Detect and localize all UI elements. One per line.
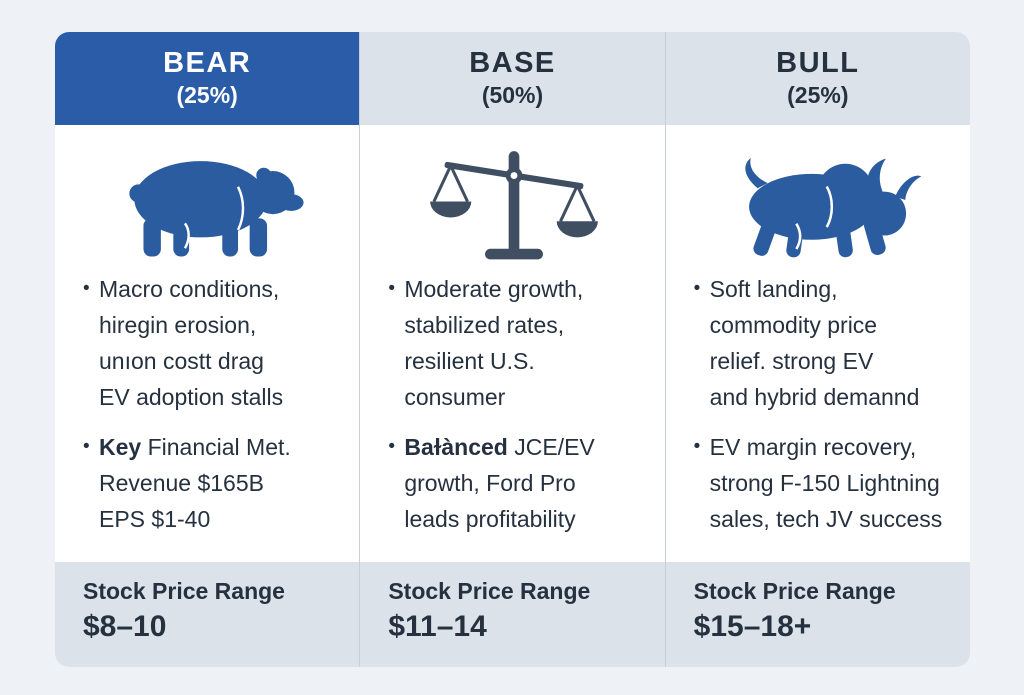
bullet-icon: • (693, 436, 701, 457)
list-item: • Macro conditions, hiregin erosion, unı… (83, 271, 349, 415)
bullet-line: commodity price (709, 312, 878, 338)
bear-header: BEAR (25%) (55, 32, 360, 125)
stock-price-range-value: $11–14 (388, 609, 487, 643)
stock-price-range-value: $15–18+ (693, 609, 812, 643)
bullet-icon: • (83, 436, 90, 457)
bullet-line: stabilized rates, (404, 312, 565, 338)
bull-title: BULL (776, 46, 860, 79)
bull-header: BULL (25%) (665, 32, 970, 125)
bullet-line: Moderate growth, (404, 276, 584, 302)
list-item: • Baɫànced JCE/EV growth, Ford Pro leads… (388, 429, 654, 537)
bullet-line: Revenue $165B (99, 470, 264, 496)
bullet-line: consumer (404, 384, 506, 410)
bullet-line: resilient U.S. (404, 348, 535, 374)
bullet-line: EV adoption stalls (99, 384, 284, 410)
list-item: • Key Financial Met. Revenue $165B EPS $… (83, 429, 349, 537)
bull-bullets: • Soft landing, commodity price relief. … (694, 271, 960, 537)
bullet-line: relief. strong EV (709, 348, 874, 374)
list-item: • Moderate growth, stabilized rates, res… (388, 271, 654, 415)
bear-bullets: • Macro conditions, hiregin erosion, unı… (83, 271, 349, 537)
base-title: BASE (469, 46, 556, 79)
bear-title: BEAR (163, 46, 252, 79)
bullet-icon: • (388, 436, 395, 457)
bear-probability: (25%) (176, 81, 238, 108)
base-body: • Moderate growth, stabilized rates, res… (360, 125, 665, 562)
stock-price-range-label: Stock Price Range (388, 578, 591, 604)
stock-price-range-value: $8–10 (83, 609, 167, 643)
bullet-icon: • (388, 278, 395, 299)
bullet-line: Key Financial Met. (99, 434, 291, 460)
base-probability: (50%) (481, 81, 544, 108)
base-footer: Stock Price Range $11–14 (360, 562, 665, 667)
bullet-line: growth, Ford Pro (404, 470, 576, 496)
bullet-icon: • (693, 278, 701, 299)
bear-icon (83, 139, 335, 267)
bullet-line: hiregin erosion, (99, 312, 257, 338)
bullet-line: sales, tech JV success (709, 506, 943, 532)
bullet-line: strong F-150 Lightning (709, 470, 940, 496)
bear-footer: Stock Price Range $8–10 (55, 562, 360, 667)
stock-price-range-label: Stock Price Range (693, 578, 896, 604)
bullet-line: Baɫànced JCE/EV (404, 434, 595, 460)
scales-icon (388, 139, 640, 267)
stock-price-range-label: Stock Price Range (83, 578, 285, 604)
bullet-line: leads profitability (404, 506, 576, 532)
bullet-line: EPS $1-40 (99, 506, 211, 532)
bullet-line: Macro conditions, (99, 276, 280, 302)
bull-icon (694, 139, 946, 267)
bullet-line: Soft landing, (709, 276, 838, 302)
bullet-line: and hybrid demannd (709, 384, 920, 410)
base-bullets: • Moderate growth, stabilized rates, res… (388, 271, 654, 537)
bull-probability: (25%) (787, 81, 849, 108)
bull-body: • Soft landing, commodity price relief. … (665, 125, 970, 562)
bullet-line: EV margin recovery, (709, 434, 917, 460)
bull-footer: Stock Price Range $15–18+ (665, 562, 970, 667)
bear-body: • Macro conditions, hiregin erosion, unı… (55, 125, 360, 562)
scenario-comparison-card: BEAR (25%) (55, 32, 970, 667)
column-bear: BEAR (25%) (55, 32, 360, 667)
base-header: BASE (50%) (360, 32, 665, 125)
list-item: • Soft landing, commodity price relief. … (694, 271, 960, 415)
column-base: BASE (50%) (359, 32, 665, 667)
bullet-line: unıon costt drag (99, 348, 264, 374)
column-bull: BULL (25%) (664, 32, 970, 667)
bullet-icon: • (83, 278, 90, 299)
list-item: • EV margin recovery, strong F-150 Light… (694, 429, 960, 537)
